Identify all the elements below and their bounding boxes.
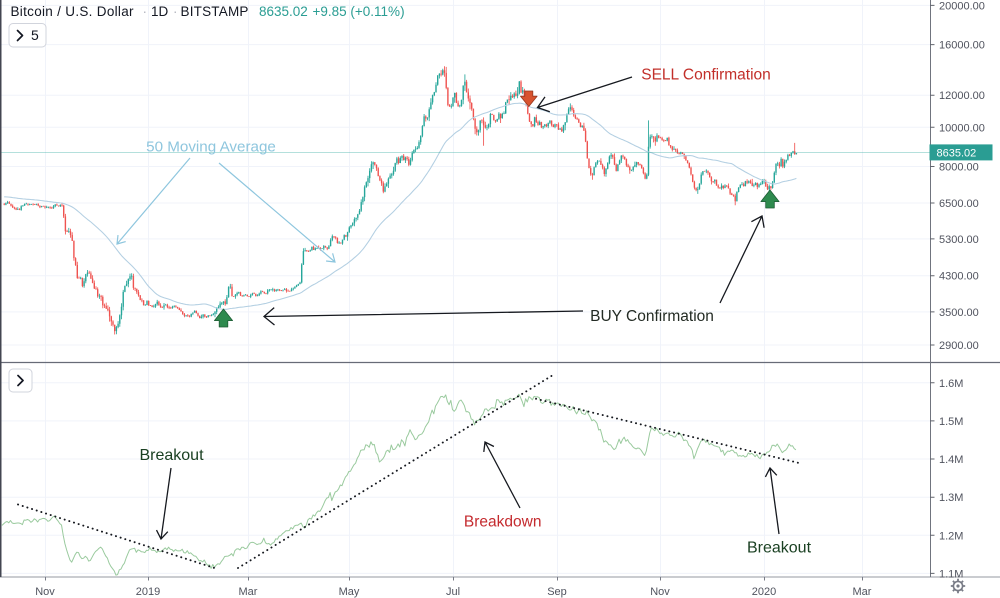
svg-text:BUY Confirmation: BUY Confirmation xyxy=(590,308,714,325)
svg-text:12000.00: 12000.00 xyxy=(939,90,985,102)
svg-text:Jul: Jul xyxy=(446,586,460,598)
svg-text:2900.00: 2900.00 xyxy=(939,340,979,352)
svg-text:SELL Confirmation: SELL Confirmation xyxy=(641,66,771,83)
svg-text:8000.00: 8000.00 xyxy=(939,162,979,174)
svg-text:8635.02: 8635.02 xyxy=(259,4,308,19)
svg-text:Nov: Nov xyxy=(650,586,670,598)
svg-text:Mar: Mar xyxy=(239,586,258,598)
svg-text:·: · xyxy=(143,4,148,19)
svg-text:3500.00: 3500.00 xyxy=(939,307,979,319)
svg-text:Breakout: Breakout xyxy=(747,540,812,557)
svg-text:1.6M: 1.6M xyxy=(939,378,963,390)
svg-text:May: May xyxy=(339,586,360,598)
svg-text:Breakdown: Breakdown xyxy=(464,514,542,531)
svg-text:16000.00: 16000.00 xyxy=(939,40,985,52)
svg-text:50 Moving Average: 50 Moving Average xyxy=(146,139,276,156)
svg-text:·: · xyxy=(173,4,178,19)
svg-text:1.4M: 1.4M xyxy=(939,454,963,466)
svg-text:2020: 2020 xyxy=(752,586,776,598)
svg-text:2019: 2019 xyxy=(136,586,160,598)
svg-text:Breakout: Breakout xyxy=(139,447,204,464)
svg-text:Mar: Mar xyxy=(853,586,872,598)
svg-text:1.2M: 1.2M xyxy=(939,530,963,542)
svg-text:1.1M: 1.1M xyxy=(939,568,963,580)
svg-text:Bitcoin / U.S. Dollar: Bitcoin / U.S. Dollar xyxy=(11,4,135,19)
svg-text:1.3M: 1.3M xyxy=(939,492,963,504)
svg-text:4300.00: 4300.00 xyxy=(939,271,979,283)
svg-text:1.5M: 1.5M xyxy=(939,416,963,428)
svg-text:BITSTAMP: BITSTAMP xyxy=(181,4,249,19)
svg-text:5: 5 xyxy=(31,27,39,43)
svg-text:10000.00: 10000.00 xyxy=(939,122,985,134)
svg-text:Nov: Nov xyxy=(35,586,55,598)
svg-text:+9.85 (+0.11%): +9.85 (+0.11%) xyxy=(313,4,405,19)
svg-text:5300.00: 5300.00 xyxy=(939,234,979,246)
svg-text:6500.00: 6500.00 xyxy=(939,198,979,210)
svg-text:Sep: Sep xyxy=(547,586,567,598)
svg-text:8635.02: 8635.02 xyxy=(937,147,977,159)
svg-text:1D: 1D xyxy=(151,4,169,19)
svg-text:20000.00: 20000.00 xyxy=(939,0,985,12)
